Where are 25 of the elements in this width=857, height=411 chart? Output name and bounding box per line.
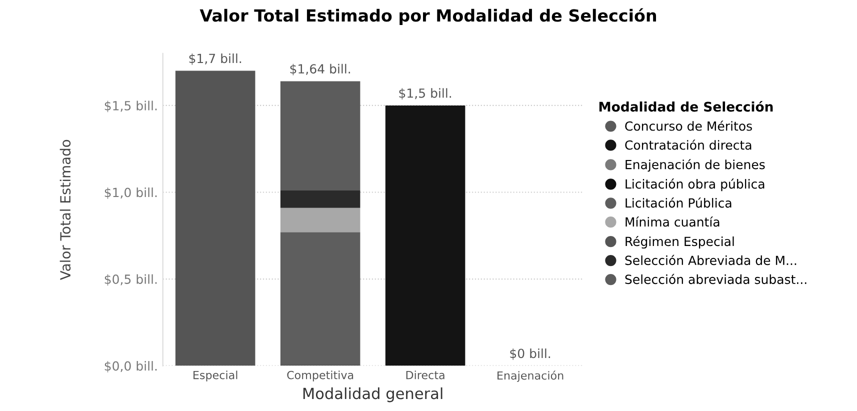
y-axis-title: Valor Total Estimado bbox=[60, 140, 71, 280]
x-tick-label: Enajenación bbox=[498, 370, 564, 382]
legend-label: Licitación obra pública bbox=[626, 178, 764, 192]
x-tick-label: Especial bbox=[194, 370, 238, 382]
legend-label: Selección Abreviada de M... bbox=[625, 254, 796, 266]
total-label: $0 bill. bbox=[510, 348, 550, 360]
total-label: $1,7 bill. bbox=[189, 53, 242, 65]
legend-label: Concurso de Méritos bbox=[625, 120, 752, 131]
y-tick-label: $1,5 bill. bbox=[104, 100, 157, 112]
total-label: $1,5 bill. bbox=[399, 88, 452, 100]
legend-label: Régimen Especial bbox=[626, 236, 734, 249]
legend-label: Contratación directa bbox=[625, 140, 752, 150]
y-tick-label: $1,0 bill. bbox=[104, 188, 157, 199]
legend-label: Mínima cuantía bbox=[626, 216, 720, 227]
y-tick-label: $0,5 bill. bbox=[104, 274, 157, 286]
x-tick-label: Directa bbox=[406, 370, 444, 380]
legend-label: Selección abreviada subast... bbox=[625, 274, 806, 284]
legend-title: Modalidad de Selección bbox=[599, 100, 773, 112]
legend-label: Licitación Pública bbox=[626, 198, 732, 208]
legend-label: Enajenación de bienes bbox=[626, 159, 765, 172]
chart-title: Valor Total Estimado por Modalidad de Selección bbox=[200, 8, 656, 26]
x-tick-label: Competitiva bbox=[287, 370, 354, 382]
y-tick-label: $0,0 bill. bbox=[104, 361, 157, 372]
total-label: $1,64 bill. bbox=[290, 64, 350, 76]
x-axis-title: Modalidad general bbox=[303, 387, 442, 402]
